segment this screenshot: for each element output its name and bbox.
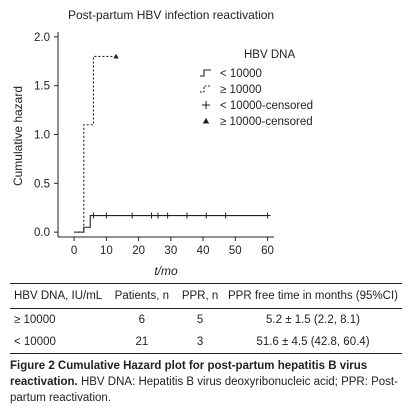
y-tick-label: 1.0: [34, 130, 50, 142]
censor-marker-plus: [203, 212, 210, 219]
legend-symbol: [200, 69, 211, 77]
cell-hbv-dna: < 10000: [14, 336, 56, 348]
table-row: ≥ 10000 6 5 5.2 ± 1.5 (2.2, 8.1): [10, 309, 402, 332]
cell-patients: 21: [135, 336, 149, 348]
censor-marker-plus: [164, 212, 171, 219]
x-axis-label: t/mo: [154, 264, 178, 278]
table-header-row: HBV DNA, IU/mL Patients, n PPR, n PPR fr…: [10, 283, 402, 309]
legend-symbol: [200, 85, 211, 93]
chart-legend: HBV DNA < 10000 ≥ 10000 < 10000-censored ≥ …: [200, 49, 313, 128]
cell-ppr-free-time: 51.6 ± 4.5 (42.8, 60.4): [256, 336, 370, 348]
legend-title: HBV DNA: [244, 49, 295, 61]
censor-marker-plus: [264, 212, 271, 219]
censor-marker-plus: [129, 212, 136, 219]
censor-marker-plus: [148, 212, 155, 219]
legend-item: < 10000: [200, 68, 262, 80]
censor-marker-plus: [183, 212, 190, 219]
x-tick-label: 20: [132, 245, 145, 257]
censor-marker-plus: [154, 212, 161, 219]
legend-label: < 10000-censored: [220, 100, 313, 112]
y-tick-label: 0.5: [34, 178, 50, 190]
x-tick-label: 40: [197, 245, 210, 257]
chart-title: Post-partum HBV infection reactivation: [68, 8, 274, 22]
legend-label: ≥ 10000-censored: [220, 116, 313, 128]
series-line-1: [74, 55, 117, 233]
legend-item: ≥ 10000: [200, 84, 262, 96]
cell-hbv-dna: ≥ 10000: [14, 314, 56, 326]
hazard-chart: Post-partum HBV infection reactivation 0…: [11, 8, 313, 278]
header-ppr: PPR, n: [181, 290, 219, 302]
figure-caption: Figure 2 Cumulative Hazard plot for post…: [10, 358, 402, 406]
legend-label: < 10000: [220, 68, 262, 80]
header-patients: Patients, n: [114, 290, 169, 302]
stats-table: HBV DNA, IU/mL Patients, n PPR, n PPR fr…: [10, 283, 402, 354]
y-tick-label: 2.0: [34, 32, 50, 44]
x-tick-label: 60: [261, 245, 274, 257]
y-axis-label: Cumulative hazard: [11, 86, 25, 186]
x-tick-label: 0: [71, 245, 77, 257]
censor-marker-triangle: [113, 53, 119, 59]
x-tick-label: 10: [100, 245, 113, 257]
caption-text: HBV DNA: Hepatitis B virus deoxyribonucl…: [10, 376, 398, 404]
y-tick-label: 0.0: [34, 227, 50, 239]
cell-patients: 6: [138, 314, 146, 326]
header-hbv-dna: HBV DNA, IU/mL: [14, 290, 103, 302]
header-ppr-free-time: PPR free time in months (95%CI): [227, 290, 398, 302]
cell-ppr: 5: [196, 314, 204, 326]
caption-title: Figure 2 Cumulative Hazard plot for post…: [10, 360, 368, 388]
legend-label: ≥ 10000: [220, 84, 262, 96]
x-tick-label: 30: [164, 245, 177, 257]
x-tick-label: 50: [229, 245, 242, 257]
legend-symbol: [202, 117, 210, 124]
legend-item: ≥ 10000-censored: [202, 116, 313, 128]
cell-ppr-free-time: 5.2 ± 1.5 (2.2, 8.1): [266, 314, 360, 326]
censor-marker-plus: [103, 212, 110, 219]
legend-item: < 10000-censored: [202, 100, 313, 112]
chart-series: [74, 53, 271, 233]
table-row: < 10000 21 3 51.6 ± 4.5 (42.8, 60.4): [10, 331, 402, 354]
y-tick-label: 1.5: [34, 81, 50, 93]
stats-table-wrapper: HBV DNA, IU/mL Patients, n PPR, n PPR fr…: [10, 283, 402, 354]
chart-axes: 0 10 20 30 40 50 60 0.0 0.5 1.0 1.5 2.0: [34, 32, 274, 257]
series-line-0: [74, 214, 268, 233]
censor-marker-plus: [90, 212, 97, 219]
cell-ppr: 3: [196, 336, 204, 348]
censor-marker-plus: [222, 212, 229, 219]
